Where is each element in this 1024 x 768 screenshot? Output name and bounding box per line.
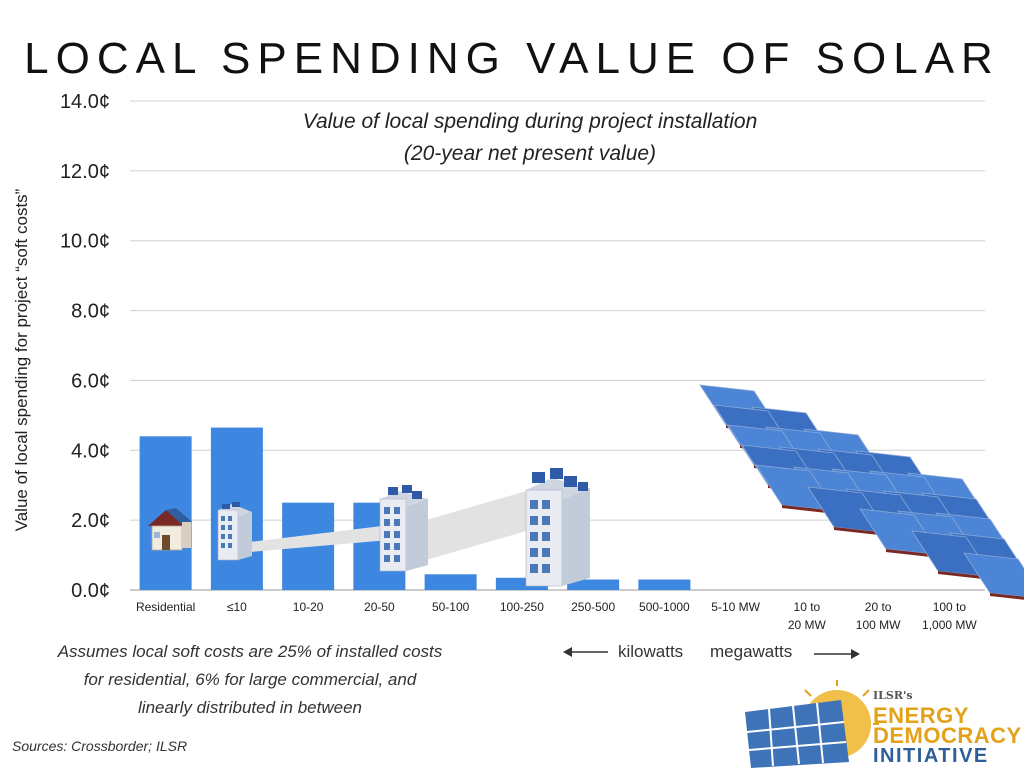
logo-line-energy: ENERGY: [873, 703, 969, 728]
gridlines: 0.0¢ 2.0¢ 4.0¢ 6.0¢ 8.0¢ 10.0¢ 12.0¢ 14.0¢: [60, 91, 985, 602]
solar-panel-edge: [938, 571, 992, 580]
megawatts-label: megawatts: [710, 642, 793, 661]
solar-panel-edge: [834, 527, 888, 536]
y-tick-label: 2.0¢: [71, 510, 110, 532]
note-line-3: linearly distributed in between: [138, 698, 362, 717]
y-tick-label: 4.0¢: [71, 440, 110, 462]
kilowatts-label: kilowatts: [618, 642, 684, 661]
x-tick-label: 100 MW: [856, 618, 901, 632]
megawatts-arrow-icon: [814, 649, 860, 659]
solar-panel-edge: [990, 593, 1024, 600]
x-tick-label: Residential: [136, 600, 195, 614]
x-tick-label: 50-100: [432, 600, 470, 614]
x-tick-label: 1,000 MW: [922, 618, 977, 632]
assumptions-note: Assumes local soft costs are 25% of inst…: [18, 638, 482, 722]
small-building-icon: [217, 502, 252, 561]
logo-line-initiative: INITIATIVE: [873, 745, 989, 767]
x-tick-label: 20 MW: [788, 618, 827, 632]
x-tick-label: 100 to: [933, 600, 967, 614]
y-tick-label: 8.0¢: [71, 301, 110, 323]
y-tick-label: 6.0¢: [71, 370, 110, 392]
y-tick-label: 10.0¢: [60, 231, 110, 253]
x-tick-label: 250-500: [571, 600, 615, 614]
logo-line-democracy: DEMOCRACY: [873, 723, 1022, 748]
sources-text: Sources: Crossborder; ILSR: [12, 738, 188, 754]
x-tick-label: 10 to: [794, 600, 821, 614]
bar: [638, 579, 691, 590]
note-line-1: Assumes local soft costs are 25% of inst…: [57, 642, 443, 661]
subtitle-line-1: Value of local spending during project i…: [302, 110, 758, 133]
x-tick-label: 20 to: [865, 600, 892, 614]
x-tick-label: 5-10 MW: [711, 600, 760, 614]
energy-democracy-logo-icon: [745, 680, 879, 768]
y-tick-label: 12.0¢: [60, 161, 110, 183]
bar: [567, 579, 620, 590]
solar-farm-panels-icon: [699, 384, 1024, 600]
y-tick-label: 14.0¢: [60, 91, 110, 113]
logo-org: ILSR's: [873, 689, 913, 702]
medium-building-icon: [379, 485, 428, 572]
bar: [424, 574, 477, 590]
chart-title: LOCAL SPENDING VALUE OF SOLAR: [24, 34, 1000, 83]
large-building-icon: [525, 468, 590, 587]
kilowatts-arrow-icon: [563, 647, 608, 657]
subtitle-line-2: (20-year net present value): [403, 142, 657, 165]
house-icon: [148, 508, 192, 551]
energy-democracy-logo: ILSR's ENERGY DEMOCRACY INITIATIVE: [745, 684, 1021, 766]
solar-panel-icon: [963, 552, 1024, 598]
connector-beam: [250, 525, 390, 552]
x-tick-label: 10-20: [293, 600, 324, 614]
connector-beam: [426, 490, 530, 560]
x-tick-label: 500-1000: [639, 600, 690, 614]
x-tick-label: ≤10: [227, 600, 247, 614]
y-tick-label: 0.0¢: [71, 580, 110, 602]
chart-subtitle: Value of local spending during project i…: [230, 106, 830, 170]
note-line-2: for residential, 6% for large commercial…: [83, 670, 417, 689]
solar-panel-edge: [886, 549, 940, 558]
solar-panel-edge: [782, 505, 836, 514]
x-tick-label: 100-250: [500, 600, 544, 614]
x-tick-label: 20-50: [364, 600, 395, 614]
